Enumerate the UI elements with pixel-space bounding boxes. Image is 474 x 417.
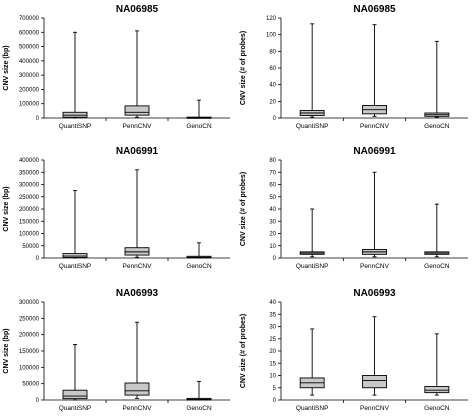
y-tick-label: 0 bbox=[36, 256, 40, 262]
x-tick-label: PennCNV bbox=[123, 405, 153, 412]
y-tick-label: 150000 bbox=[19, 349, 40, 355]
box-iqr bbox=[62, 389, 88, 400]
y-tick-label: 0 bbox=[273, 256, 277, 262]
box-iqr bbox=[124, 105, 150, 116]
y-tick-label: 50000 bbox=[22, 244, 39, 250]
y-tick-label: 10 bbox=[269, 374, 276, 380]
chart-title: NA06985 bbox=[353, 4, 396, 15]
x-tick-label: PennCNV bbox=[123, 123, 153, 130]
x-tick-label: QuantiSNP bbox=[59, 263, 92, 270]
y-tick-label: 100000 bbox=[19, 365, 40, 371]
chart-title: NA06991 bbox=[353, 146, 396, 157]
chart-panel: NA06993 CNV size (# of probes) 0 5 10 15 20 25 3… bbox=[240, 288, 468, 412]
y-tick-label: 600000 bbox=[19, 30, 40, 36]
y-tick-label: 700000 bbox=[19, 16, 40, 22]
y-tick-label: 200000 bbox=[19, 333, 40, 339]
y-tick-label: 200000 bbox=[19, 207, 40, 213]
x-tick-label: GenoCN bbox=[186, 263, 212, 270]
y-axis-label: CNV size (bp) bbox=[3, 328, 10, 373]
chart-title: NA06993 bbox=[353, 288, 396, 299]
chart-title: NA06991 bbox=[116, 146, 159, 157]
x-tick-label: QuantiSNP bbox=[59, 405, 92, 412]
box-iqr bbox=[362, 375, 387, 389]
y-tick-label: 20 bbox=[269, 349, 276, 355]
y-tick-label: 25 bbox=[269, 337, 276, 343]
y-tick-label: 0 bbox=[273, 398, 277, 404]
y-axis-label: CNV size (bp) bbox=[3, 186, 10, 231]
y-tick-label: 0 bbox=[273, 116, 277, 122]
chart-title: NA06993 bbox=[116, 288, 159, 299]
y-tick-label: 100000 bbox=[19, 232, 40, 238]
y-tick-label: 350000 bbox=[19, 170, 40, 176]
x-tick-label: PennCNV bbox=[360, 263, 390, 270]
y-tick-label: 200000 bbox=[19, 87, 40, 93]
y-tick-label: 80 bbox=[269, 158, 276, 164]
box-iqr bbox=[424, 386, 450, 394]
y-tick-label: 300000 bbox=[19, 183, 40, 189]
y-tick-label: 400000 bbox=[19, 158, 40, 164]
y-tick-label: 40 bbox=[269, 300, 276, 306]
x-tick-label: PennCNV bbox=[360, 405, 390, 412]
x-tick-label: GenoCN bbox=[186, 405, 212, 412]
y-tick-label: 40 bbox=[269, 207, 276, 213]
y-tick-label: 400000 bbox=[19, 59, 40, 65]
chart-title: NA06985 bbox=[116, 4, 159, 15]
y-axis-label: CNV size (# of probes) bbox=[240, 172, 247, 246]
y-tick-label: 500000 bbox=[19, 45, 40, 51]
y-tick-label: 0 bbox=[36, 116, 40, 122]
y-tick-label: 250000 bbox=[19, 195, 40, 201]
chart-panel: NA06993 CNV size (bp) 0 50000 100000 150000 20… bbox=[3, 288, 230, 412]
y-tick-label: 60 bbox=[269, 66, 276, 72]
y-axis-label: CNV size (bp) bbox=[3, 45, 10, 90]
y-tick-label: 70 bbox=[269, 170, 276, 176]
y-tick-label: 300000 bbox=[19, 300, 40, 306]
y-tick-label: 20 bbox=[269, 232, 276, 238]
x-tick-label: PennCNV bbox=[360, 123, 390, 130]
x-tick-label: QuantiSNP bbox=[59, 123, 92, 130]
box-iqr bbox=[124, 247, 150, 256]
x-tick-label: QuantiSNP bbox=[296, 263, 329, 270]
y-tick-label: 80 bbox=[269, 49, 276, 55]
y-tick-label: 120 bbox=[266, 16, 277, 22]
y-tick-label: 50 bbox=[269, 195, 276, 201]
x-tick-label: QuantiSNP bbox=[296, 123, 329, 130]
x-tick-label: QuantiSNP bbox=[296, 405, 329, 412]
y-tick-label: 15 bbox=[269, 361, 276, 367]
y-tick-label: 35 bbox=[269, 312, 276, 318]
y-tick-label: 40 bbox=[269, 83, 276, 89]
x-tick-label: GenoCN bbox=[424, 405, 450, 412]
y-axis-label: CNV size (# of probes) bbox=[240, 31, 247, 105]
chart-panel: NA06985 CNV size (# of probes) 0 20 40 60 80 10… bbox=[240, 4, 468, 130]
y-tick-label: 20 bbox=[269, 99, 276, 105]
box-iqr bbox=[124, 382, 150, 396]
y-tick-label: 50000 bbox=[22, 382, 39, 388]
y-tick-label: 100 bbox=[266, 33, 277, 39]
y-tick-label: 250000 bbox=[19, 316, 40, 322]
x-tick-label: GenoCN bbox=[424, 123, 450, 130]
y-tick-label: 30 bbox=[269, 325, 276, 331]
chart-panel: NA06991 CNV size (bp) 0 50000 100000 150000 20… bbox=[3, 146, 230, 270]
y-tick-label: 10 bbox=[269, 244, 276, 250]
y-tick-label: 5 bbox=[273, 386, 277, 392]
box-iqr bbox=[62, 253, 88, 258]
y-tick-label: 0 bbox=[36, 398, 40, 404]
y-tick-label: 150000 bbox=[19, 219, 40, 225]
y-tick-label: 30 bbox=[269, 219, 276, 225]
chart-panel: NA06985 CNV size (bp) 0 100000 200000 300000 4… bbox=[3, 4, 230, 130]
y-tick-label: 300000 bbox=[19, 73, 40, 79]
y-tick-label: 100000 bbox=[19, 102, 40, 108]
x-tick-label: PennCNV bbox=[123, 263, 153, 270]
y-axis-label: CNV size (# of probes) bbox=[240, 314, 247, 388]
x-tick-label: GenoCN bbox=[424, 263, 450, 270]
chart-panel: NA06991 CNV size (# of probes) 0 10 20 30 40 50… bbox=[240, 146, 468, 270]
y-tick-label: 60 bbox=[269, 183, 276, 189]
x-tick-label: GenoCN bbox=[186, 123, 212, 130]
